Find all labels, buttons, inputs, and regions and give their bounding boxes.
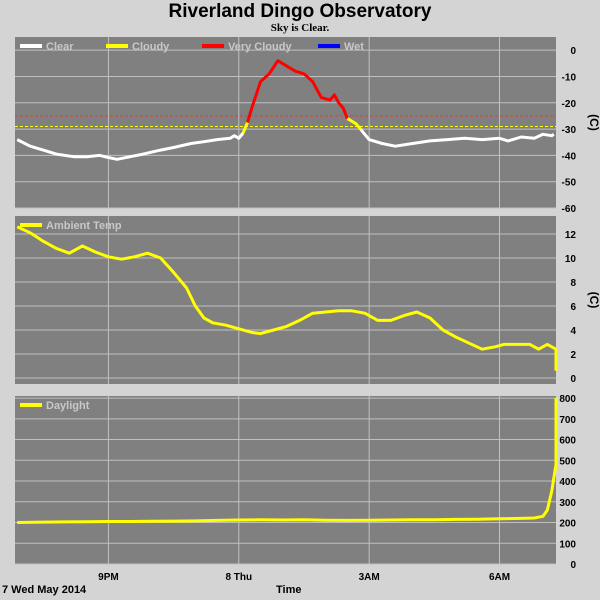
- series-line-cloudy: [346, 117, 362, 131]
- y-tick-label: 0: [570, 46, 576, 57]
- y-tick-label: 800: [559, 394, 576, 405]
- series-line-clear: [359, 128, 555, 148]
- chart-title: Riverland Dingo Observatory: [168, 1, 432, 22]
- y-tick-label: 100: [559, 539, 576, 550]
- x-tick-label: 3AM: [359, 572, 380, 583]
- y-tick-label: -60: [562, 204, 577, 215]
- legend-label: Ambient Temp: [46, 220, 122, 232]
- series-line-very-cloudy: [246, 59, 349, 123]
- series-line-cloudy: [241, 121, 249, 134]
- y-tick-label: -50: [562, 178, 577, 189]
- sky-status-subtitle: Sky is Clear.: [270, 22, 330, 34]
- series-line-clear: [16, 132, 245, 161]
- date-label: 7 Wed May 2014: [2, 584, 87, 596]
- y-tick-label: 2: [570, 350, 576, 361]
- y-tick-label: -30: [562, 125, 577, 136]
- x-tick-label: 8 Thu: [225, 572, 252, 583]
- y-tick-label: 200: [559, 519, 576, 530]
- y-tick-label: 300: [559, 498, 576, 509]
- sky-plot-area: [15, 37, 556, 208]
- y-tick-label: -20: [562, 99, 577, 110]
- y-tick-label: 0: [570, 560, 576, 571]
- legend-label: Wet: [344, 41, 364, 53]
- x-tick-label: 9PM: [98, 572, 119, 583]
- y-tick-label: 600: [559, 436, 576, 447]
- y-tick-label: -10: [562, 72, 577, 83]
- legend-label: Very Cloudy: [228, 41, 292, 53]
- legend-label: Cloudy: [132, 41, 170, 53]
- ambient-temperature-panel: 0 2 4 6 8 10 12 Ambient Temp (C): [15, 216, 600, 385]
- y-tick-label: 0: [570, 374, 576, 385]
- ambient-temperature-plot-area: [15, 216, 556, 384]
- x-axis-label: Time: [276, 584, 302, 596]
- y-tick-label: 400: [559, 477, 576, 488]
- unit-label: (C): [587, 292, 600, 309]
- x-tick-label: 6AM: [489, 572, 510, 583]
- y-tick-label: 10: [565, 254, 577, 265]
- daylight-panel: 0 100 200 300 400 500 600 700 800 Daylight: [15, 394, 576, 571]
- series-line-daylight: [17, 398, 558, 524]
- unit-label: (C): [587, 114, 600, 131]
- legend-label: Clear: [46, 41, 74, 53]
- y-tick-label: 4: [570, 326, 576, 337]
- y-tick-label: -40: [562, 151, 577, 162]
- y-tick-label: 500: [559, 456, 576, 467]
- y-tick-label: 6: [570, 302, 576, 313]
- y-tick-label: 700: [559, 415, 576, 426]
- series-line-ambient-temp: [16, 225, 558, 371]
- y-tick-label: 8: [570, 278, 576, 289]
- y-tick-label: 12: [565, 230, 577, 241]
- legend-label: Daylight: [46, 400, 90, 412]
- daylight-plot-area: [15, 396, 556, 564]
- sky-panel: 0 -10 -20 -30 -40 -50 -60 Clear Cloudy Very Cloud…: [15, 37, 600, 215]
